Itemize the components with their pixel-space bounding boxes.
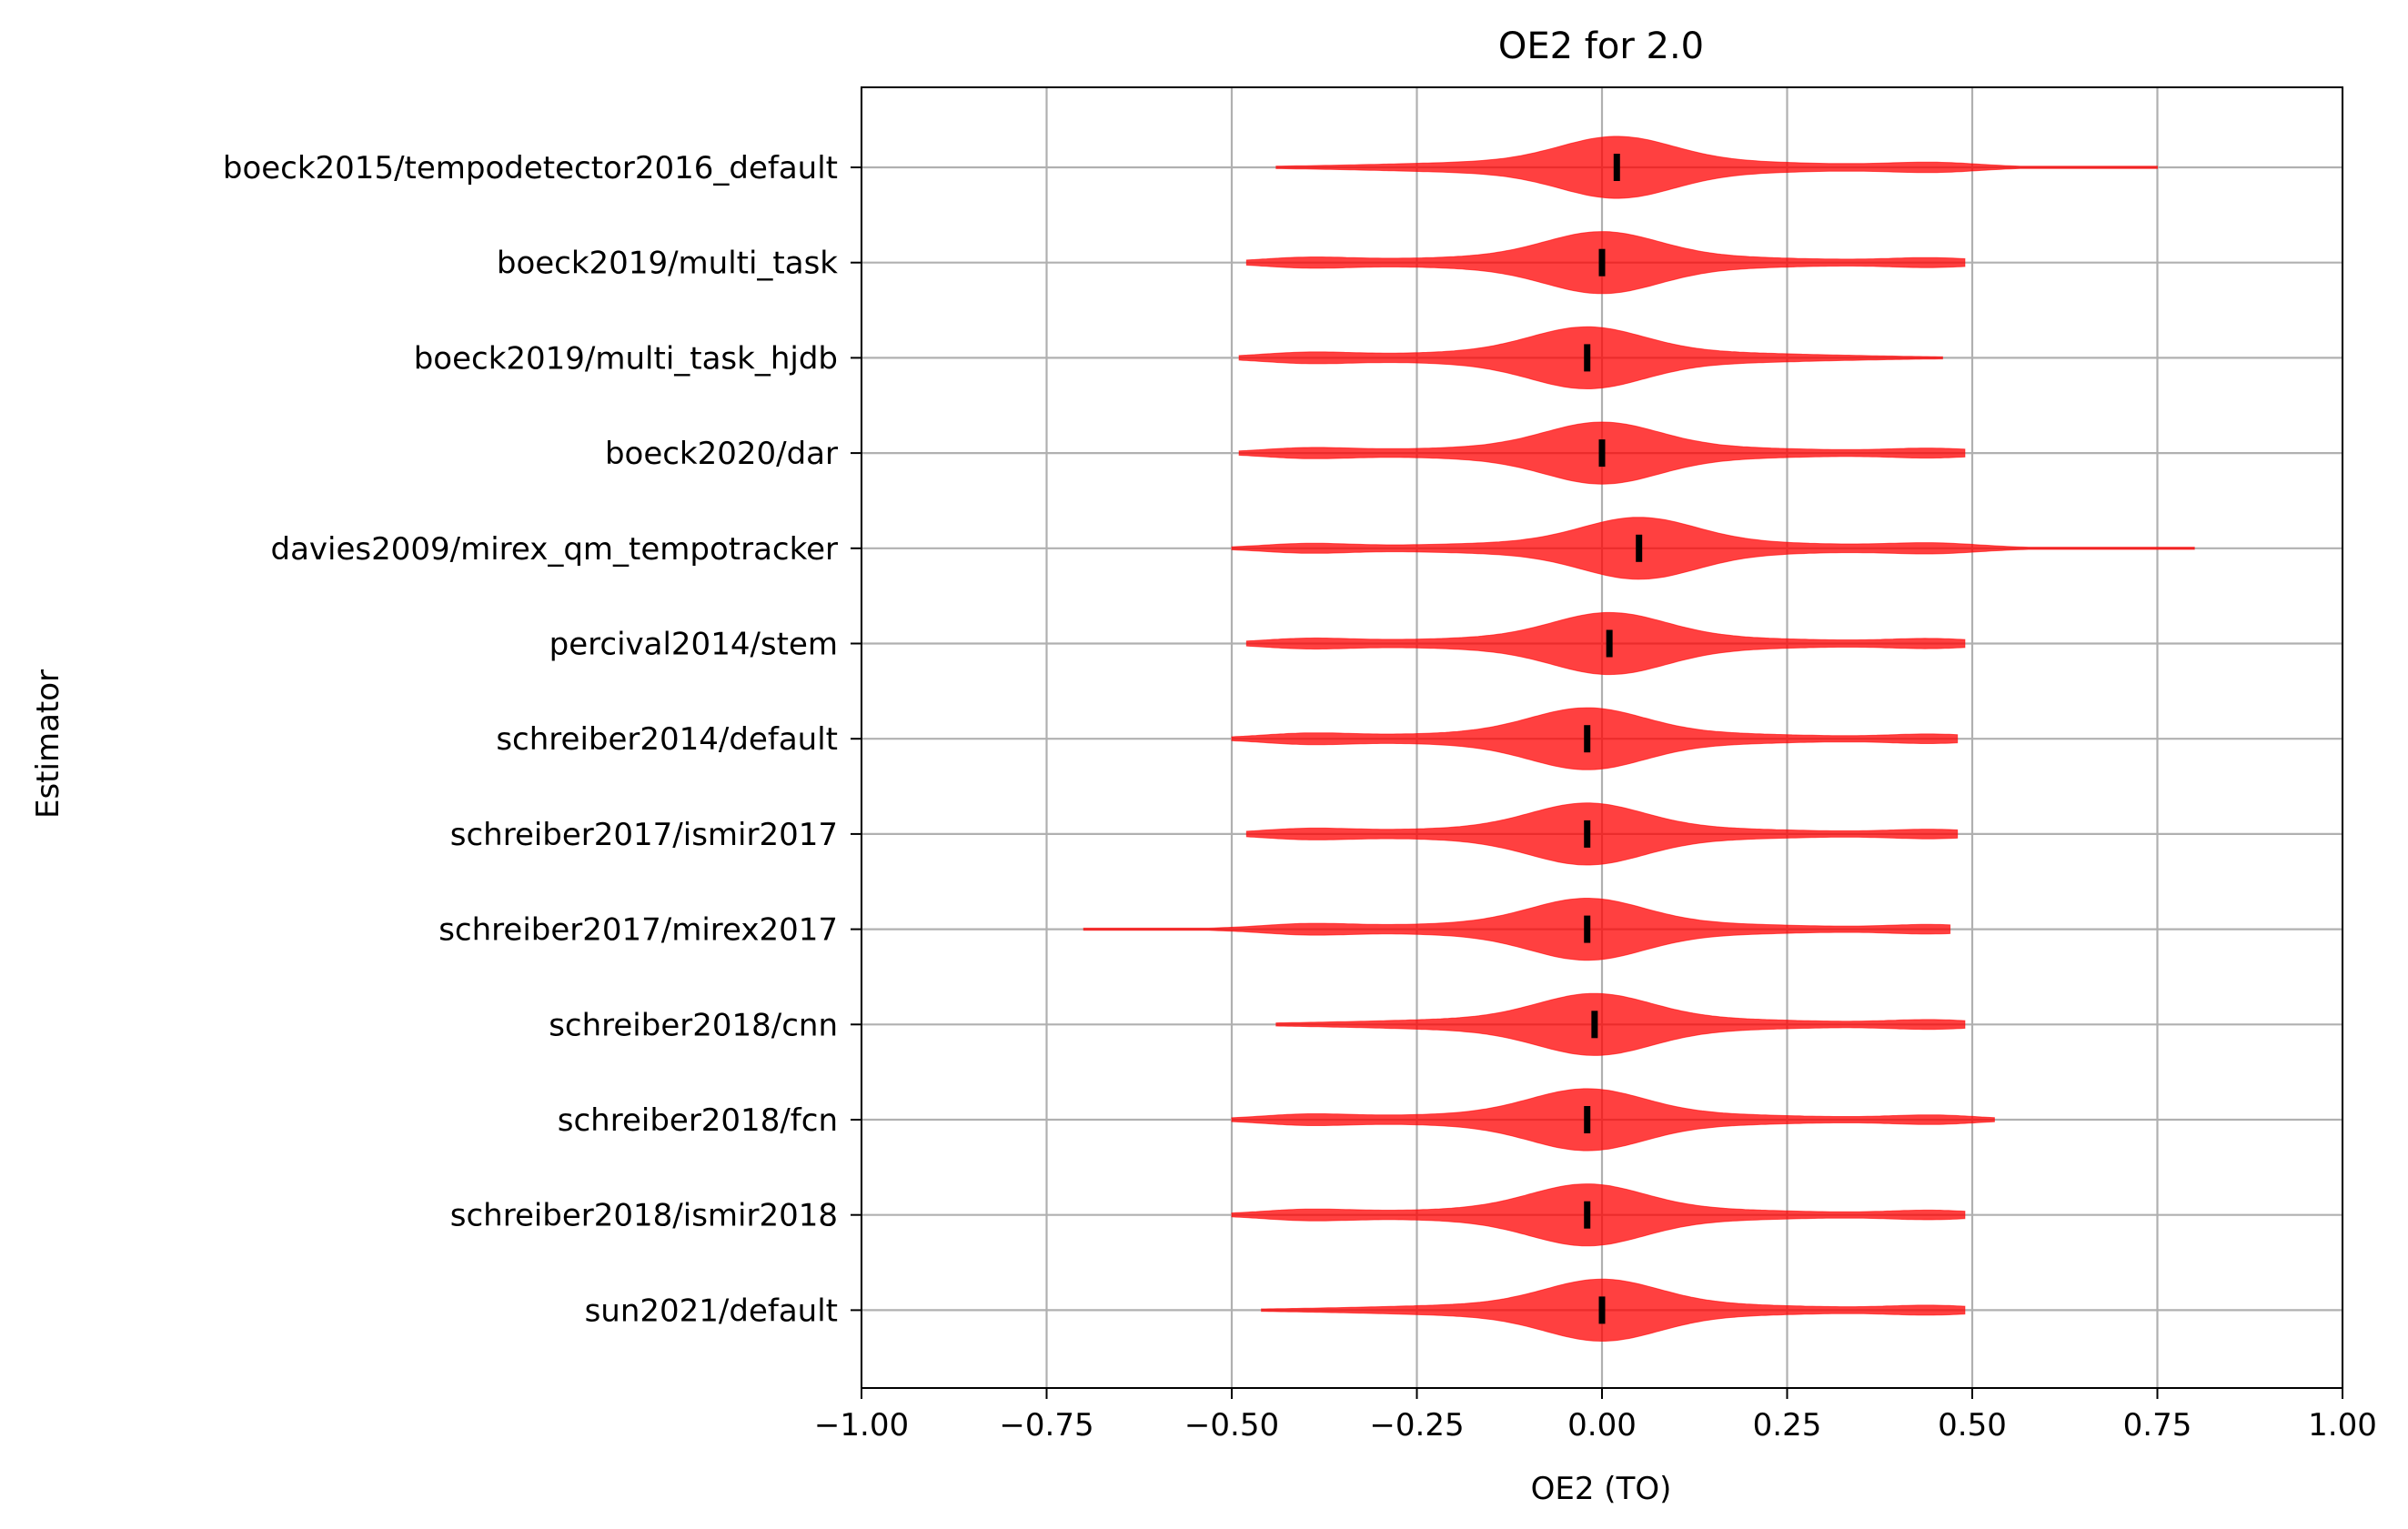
y-tick-label: boeck2019/multi_task_hjdb (414, 340, 838, 377)
violin-body (1231, 1183, 1966, 1247)
y-tick-label: schreiber2018/ismir2018 (450, 1198, 838, 1234)
violin-body (1261, 1278, 1966, 1342)
y-axis-ticks: boeck2015/tempodetector2016_defaultboeck… (223, 150, 861, 1329)
x-tick-label: 0.50 (1938, 1407, 2007, 1443)
violin-body (1231, 1088, 1995, 1152)
x-tick-label: −1.00 (814, 1407, 909, 1443)
chart-title: OE2 for 2.0 (1498, 25, 1704, 67)
y-tick-label: boeck2015/tempodetector2016_default (223, 150, 838, 186)
y-tick-label: davies2009/mirex_qm_tempotracker (270, 531, 838, 568)
y-tick-label: boeck2020/dar (605, 436, 838, 472)
y-tick-label: schreiber2018/cnn (549, 1007, 838, 1043)
x-tick-label: −0.50 (1184, 1407, 1279, 1443)
y-tick-label: sun2021/default (585, 1293, 838, 1329)
y-tick-label: schreiber2018/fcn (558, 1102, 838, 1139)
x-axis-label: OE2 (TO) (1531, 1471, 1672, 1507)
x-tick-label: 0.00 (1567, 1407, 1637, 1443)
y-tick-label: schreiber2017/mirex2017 (438, 912, 838, 949)
x-tick-label: 0.75 (2123, 1407, 2192, 1443)
violin-body (1083, 898, 1951, 961)
x-tick-label: 0.25 (1753, 1407, 1822, 1443)
violin-body (1231, 517, 2195, 580)
y-tick-label: schreiber2017/ismir2017 (450, 817, 838, 853)
violin-body (1245, 802, 1959, 866)
violin-body (1245, 611, 1966, 676)
violin-body (1238, 326, 1943, 389)
x-tick-label: −0.75 (999, 1407, 1093, 1443)
x-tick-label: −0.25 (1369, 1407, 1464, 1443)
y-tick-label: schreiber2014/default (496, 721, 838, 758)
violin-body (1275, 992, 1966, 1056)
x-axis-ticks: −1.00 −0.75 −0.50 −0.25 0.00 0.25 0.50 0.75 1.00 (814, 1388, 2377, 1443)
y-tick-label: boeck2019/multi_task (497, 246, 838, 282)
y-tick-label: percival2014/stem (549, 627, 838, 663)
y-axis-label: Estimator (30, 669, 66, 819)
violin-body (1231, 707, 1959, 770)
violin-body (1275, 136, 2158, 199)
x-tick-label: 1.00 (2308, 1407, 2377, 1443)
violin-series (1083, 136, 2195, 1342)
violin-body (1245, 231, 1966, 295)
